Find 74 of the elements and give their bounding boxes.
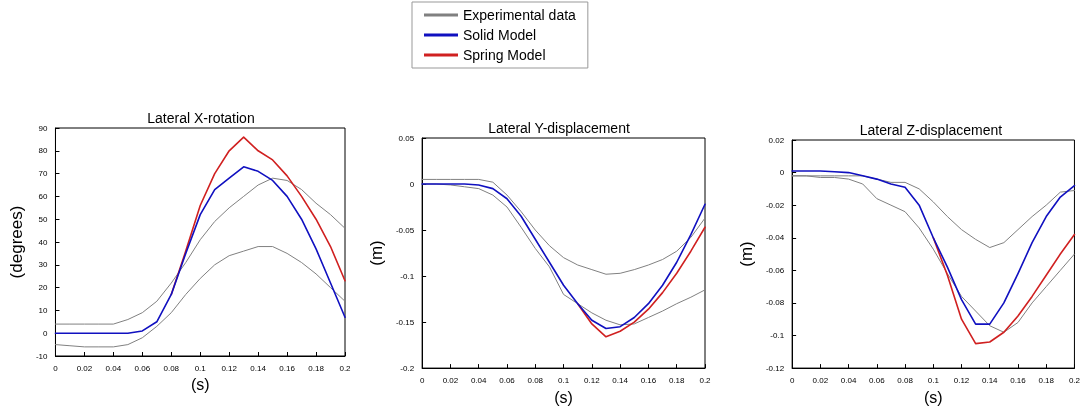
x-tick-label: 0.18 (308, 363, 325, 373)
x-tick-label: 0.06 (499, 375, 516, 385)
x-tick-label: 0.1 (927, 375, 940, 385)
y-tick-label: -0.05 (395, 225, 415, 235)
x-tick-label: 0.2 (699, 375, 712, 385)
x-tick-label: 0.04 (105, 363, 122, 373)
legend-label: Spring Model (463, 47, 546, 63)
x-tick-label: 0.06 (869, 375, 886, 385)
x-tick-label: 0.02 (442, 375, 459, 385)
y-tick-label: 30 (38, 260, 49, 270)
y-tick-label: -0.12 (765, 363, 785, 373)
line-series (932, 233, 1076, 345)
line-series (421, 178, 706, 275)
y-tick-label: 70 (38, 169, 49, 179)
y-tick-label: 80 (38, 146, 49, 156)
x-tick-label: 0.18 (668, 375, 686, 385)
y-tick-label: 0 (409, 179, 415, 189)
line-series (576, 226, 706, 338)
x-tick-label: 0.02 (76, 363, 93, 373)
x-tick-label: 0 (419, 375, 425, 385)
x-tick-label: 0 (789, 375, 795, 385)
x-tick-label: 0.14 (612, 375, 629, 385)
x-tick-label: 0.2 (339, 363, 352, 373)
x-tick-label: 0.18 (1038, 375, 1055, 385)
x-axis-title: (s) (554, 388, 573, 406)
y-tick-label: -0.02 (765, 200, 785, 210)
y-tick-label: 10 (38, 305, 49, 315)
x-tick-label: 0.04 (470, 375, 488, 385)
x-tick-label: 0.16 (1010, 375, 1027, 385)
x-tick-label: 0.12 (584, 375, 601, 385)
x-tick-label: 0.12 (953, 375, 970, 385)
x-tick-label: 0.16 (640, 375, 657, 385)
y-axis-title: (m) (367, 240, 386, 266)
x-tick-label: 0.16 (279, 363, 296, 373)
x-tick-label: 0.02 (812, 375, 829, 385)
y-tick-label: -0.15 (395, 317, 415, 327)
y-tick-label: -0.2 (400, 363, 415, 373)
x-tick-label: 0.14 (250, 363, 267, 373)
x-tick-label: 0.04 (840, 375, 857, 385)
line-series (54, 246, 346, 348)
y-tick-label: -0.1 (400, 271, 415, 281)
x-tick-label: 0.12 (221, 363, 238, 373)
y-tick-label: -0.08 (765, 298, 785, 308)
x-axis-title: (s) (923, 388, 943, 406)
x-tick-label: 0 (53, 363, 59, 373)
y-tick-label: 40 (38, 237, 49, 247)
y-tick-label: -0.06 (765, 265, 785, 275)
chart-title: Lateral Y-displacement (488, 120, 630, 136)
chart-title: Lateral Z-displacement (859, 122, 1003, 138)
y-tick-label: 90 (38, 123, 49, 133)
y-tick-label: 50 (38, 214, 49, 224)
y-axis-title: (m) (737, 241, 756, 267)
legend-label: Solid Model (463, 27, 537, 43)
y-axis-title: (degrees) (7, 205, 26, 279)
chart-title: Lateral X-rotation (147, 110, 255, 126)
y-tick-label: 0.05 (398, 133, 415, 143)
y-tick-label: -0.1 (770, 331, 785, 341)
y-tick-label: 0 (779, 168, 785, 178)
x-tick-label: 0.2 (1068, 375, 1081, 385)
x-tick-label: 0.14 (981, 375, 999, 385)
x-tick-label: 0.1 (194, 363, 207, 373)
y-tick-label: 0.02 (768, 135, 785, 145)
x-tick-label: 0.08 (897, 375, 914, 385)
x-tick-label: 0.06 (134, 363, 151, 373)
y-tick-label: -0.04 (765, 233, 785, 243)
x-tick-label: 0.08 (527, 375, 544, 385)
y-tick-label: 0 (43, 328, 49, 338)
y-tick-label: -10 (35, 351, 49, 361)
y-tick-label: 20 (38, 283, 49, 293)
x-axis-title: (s) (190, 376, 210, 394)
x-tick-label: 0.08 (163, 363, 180, 373)
y-tick-label: 60 (38, 191, 49, 201)
legend-label: Experimental data (463, 7, 577, 23)
x-tick-label: 0.1 (558, 375, 570, 385)
